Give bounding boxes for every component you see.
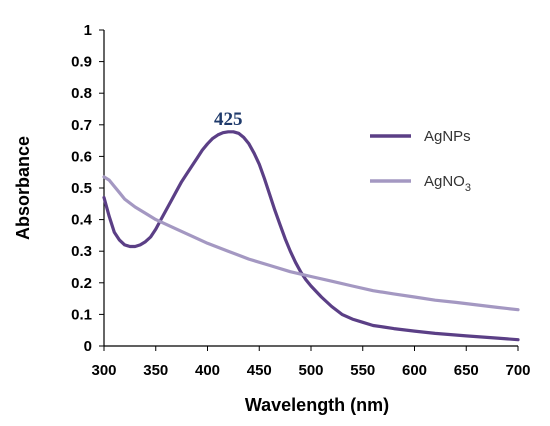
- y-tick-label: 0.3: [71, 243, 92, 260]
- y-tick-label: 0.7: [71, 117, 92, 134]
- x-tick-label: 350: [143, 362, 168, 379]
- y-tick-label: 1: [84, 22, 92, 39]
- x-tick-label: 500: [298, 362, 323, 379]
- x-tick-label: 400: [195, 362, 220, 379]
- y-tick-label: 0.2: [71, 275, 92, 292]
- x-tick-label: 300: [91, 362, 116, 379]
- legend-label-agnps: AgNPs: [424, 128, 471, 145]
- y-tick-label: 0.4: [71, 212, 93, 229]
- y-tick-label: 0.9: [71, 54, 92, 71]
- x-tick-label: 700: [505, 362, 530, 379]
- series-line-agno3: [102, 175, 520, 312]
- axes: 0 0.1 0.2 0.3 0.4 0.5 0.6 0.7 0.8 0.9 1 300 350 400 45…: [71, 22, 530, 379]
- peak-annotation: 425: [214, 109, 243, 130]
- x-axis-title: Wavelength (nm): [245, 395, 389, 415]
- legend-label-agno3: AgNO3: [424, 173, 471, 194]
- x-tick-label: 450: [247, 362, 272, 379]
- series-layer: [102, 130, 520, 342]
- y-tick-label: 0: [84, 338, 92, 355]
- y-tick-label: 0.5: [71, 180, 92, 197]
- x-tick-label: 550: [350, 362, 375, 379]
- x-tick-label: 650: [454, 362, 479, 379]
- y-tick-label: 0.8: [71, 85, 92, 102]
- x-tick-label: 600: [402, 362, 427, 379]
- series-line-agnps: [102, 130, 520, 342]
- y-axis-title: Absorbance: [13, 136, 33, 240]
- legend: AgNPs AgNO3: [370, 128, 471, 194]
- annotation-layer: 425: [214, 109, 243, 130]
- y-tick-label: 0.1: [71, 306, 92, 323]
- y-tick-label: 0.6: [71, 148, 92, 165]
